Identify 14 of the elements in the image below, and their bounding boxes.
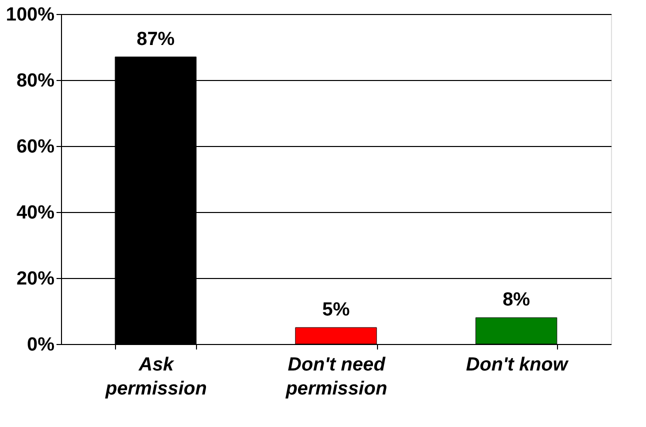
data-label: 5% — [322, 300, 350, 320]
bar — [476, 317, 558, 344]
x-tick-label: Don't need permission — [284, 354, 388, 400]
y-tick-label: 80% — [16, 70, 55, 92]
x-tick-label: Don't know — [466, 354, 569, 376]
y-tick-label: 60% — [16, 136, 55, 158]
y-tick-label: 40% — [16, 202, 55, 224]
bar — [295, 327, 377, 344]
y-tick-label: 20% — [16, 268, 55, 290]
y-tick-label: 100% — [6, 4, 55, 26]
x-tick-label: Ask permission — [104, 354, 207, 400]
data-label: 8% — [502, 290, 530, 311]
y-tick-label: 0% — [27, 334, 55, 356]
data-label: 87% — [136, 28, 175, 50]
